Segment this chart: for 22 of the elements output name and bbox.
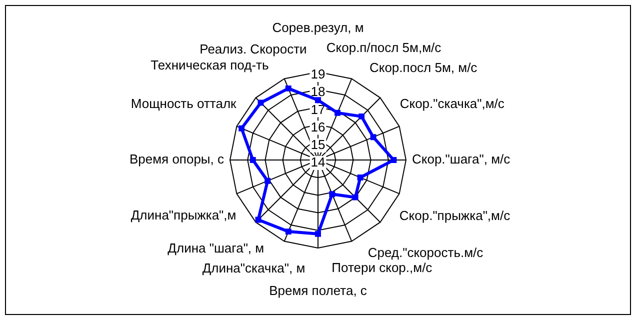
spoke-label: Сорев.резул, м xyxy=(272,20,364,36)
y-tick-label: 18 xyxy=(310,84,326,100)
spoke-label: Длина"прыжка",м xyxy=(130,207,236,222)
spoke-label: Скор.п/посл 5м,м/с xyxy=(326,40,442,55)
spoke-label: Реализ. Скорости xyxy=(200,42,307,57)
y-tick-label: 17 xyxy=(310,102,326,117)
y-tick-label: 15 xyxy=(310,136,326,152)
spoke-label: Скор."шага", м/с xyxy=(412,152,511,167)
spoke-label: Длина "шага", м xyxy=(168,240,264,256)
y-tick-label: 14 xyxy=(310,154,326,170)
spoke-label: Скор."скачка",м/с xyxy=(400,96,505,112)
spoke-label: Время полета, с xyxy=(269,283,368,298)
spoke-label: Скор."прыжка",м/с xyxy=(399,208,511,224)
spoke-label: Техническая под-ть xyxy=(150,57,269,72)
spoke-label: Мощность отталк xyxy=(130,96,237,111)
y-tick-label: 19 xyxy=(310,66,326,82)
spoke-label: Время опоры, с xyxy=(129,152,224,167)
spoke-label: Сред."скорость.м/с xyxy=(368,245,484,260)
spoke-label: Потери скор.,м/с xyxy=(332,260,433,276)
spoke-label: Длина"скачка", м xyxy=(202,260,306,276)
spoke-label: Скор.посл 5м, м/с xyxy=(369,60,478,76)
y-tick-label: 16 xyxy=(310,119,326,134)
